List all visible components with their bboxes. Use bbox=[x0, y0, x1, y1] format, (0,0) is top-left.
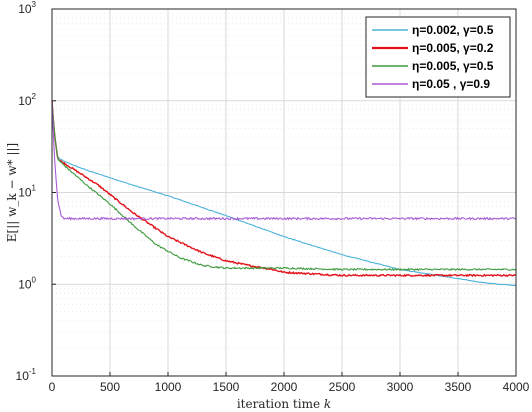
legend-label-4: η=0.05 , γ=0.9 bbox=[412, 77, 490, 91]
x-tick-label: 500 bbox=[100, 380, 120, 394]
series-line-4 bbox=[51, 100, 517, 221]
x-tick-label: 3000 bbox=[387, 380, 414, 394]
x-tick-label: 3500 bbox=[445, 380, 472, 394]
y-tick-label: 100 bbox=[18, 275, 36, 291]
y-tick-label: 103 bbox=[18, 0, 36, 16]
legend-label-2: η=0.005, γ=0.2 bbox=[412, 41, 494, 55]
series-layer bbox=[51, 100, 517, 287]
x-tick-label: 1500 bbox=[213, 380, 240, 394]
x-tick-label: 4000 bbox=[503, 380, 530, 394]
legend: η=0.002, γ=0.5 η=0.005, γ=0.2 η=0.005, γ=0… bbox=[365, 16, 511, 98]
x-axis: 0 500 1000 1500 2000 2500 3000 3500 4000 bbox=[49, 372, 530, 394]
x-tick-label: 0 bbox=[49, 380, 56, 394]
x-tick-label: 1000 bbox=[155, 380, 182, 394]
x-tick-label: 2500 bbox=[329, 380, 356, 394]
x-axis-label-var: k bbox=[324, 397, 331, 411]
x-tick-label: 2000 bbox=[271, 380, 298, 394]
y-tick-label: 102 bbox=[18, 92, 36, 108]
y-tick-label: 101 bbox=[18, 184, 36, 200]
legend-label-1: η=0.002, γ=0.5 bbox=[412, 23, 494, 37]
y-axis-label: E[|| w_k − w* ||] bbox=[5, 143, 19, 242]
x-axis-label-text: iteration time bbox=[237, 397, 320, 411]
series-line-3 bbox=[51, 100, 517, 272]
y-axis: 10-1 100 101 102 103 bbox=[16, 0, 56, 383]
x-axis-label: iteration time k bbox=[237, 397, 331, 411]
legend-label-3: η=0.005, γ=0.5 bbox=[412, 59, 494, 73]
y-tick-label: 10-1 bbox=[16, 367, 37, 383]
series-line-2 bbox=[51, 100, 517, 278]
